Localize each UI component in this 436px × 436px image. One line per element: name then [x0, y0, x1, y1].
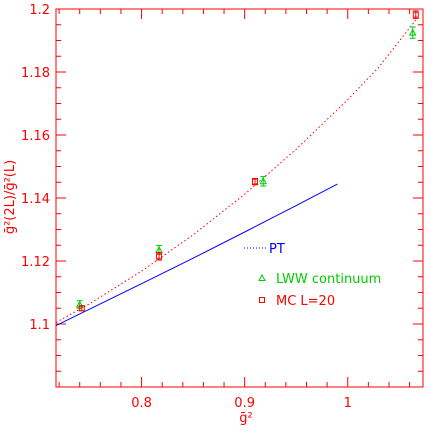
x-tick-label: 1 — [344, 396, 352, 411]
data-point-square — [251, 178, 258, 185]
y-axis: 1.1 1.12 1.14 1.16 1.18 1.2 — [21, 3, 423, 372]
legend-label: LWW continuum — [276, 272, 381, 287]
plot-frame — [55, 8, 424, 388]
pt-label: PT — [269, 242, 285, 257]
y-tick-label: 1.16 — [21, 129, 50, 144]
x-axis: 0.8 0.9 1 — [58, 9, 411, 411]
x-tick-label: 0.9 — [234, 396, 255, 411]
data-point-square — [78, 305, 85, 312]
y-tick-label: 1.12 — [21, 255, 50, 270]
data-point-triangle — [408, 28, 417, 36]
curves — [55, 19, 417, 327]
y-tick-label: 1.2 — [29, 3, 50, 18]
data-point-square — [156, 253, 163, 260]
legend: LWW continuum MC L=20 — [258, 272, 381, 309]
pt-curve — [55, 183, 338, 327]
data-point-triangle — [259, 177, 268, 185]
data-point-square — [412, 11, 419, 18]
annotations: PT — [244, 242, 285, 257]
legend-label: MC L=20 — [276, 294, 335, 309]
y-axis-title: ḡ²(2L)/ḡ²(L) — [3, 160, 18, 234]
data-points — [75, 10, 419, 312]
dotted-fit-curve — [55, 19, 417, 323]
y-tick-label: 1.18 — [21, 66, 50, 81]
x-axis-title: ḡ² — [239, 411, 252, 426]
legend-marker-triangle — [258, 273, 266, 281]
legend-marker-square — [259, 297, 265, 303]
y-tick-label: 1.1 — [29, 318, 50, 333]
y-tick-label: 1.14 — [21, 192, 50, 207]
x-tick-label: 0.8 — [131, 396, 152, 411]
plot-border — [55, 8, 424, 388]
